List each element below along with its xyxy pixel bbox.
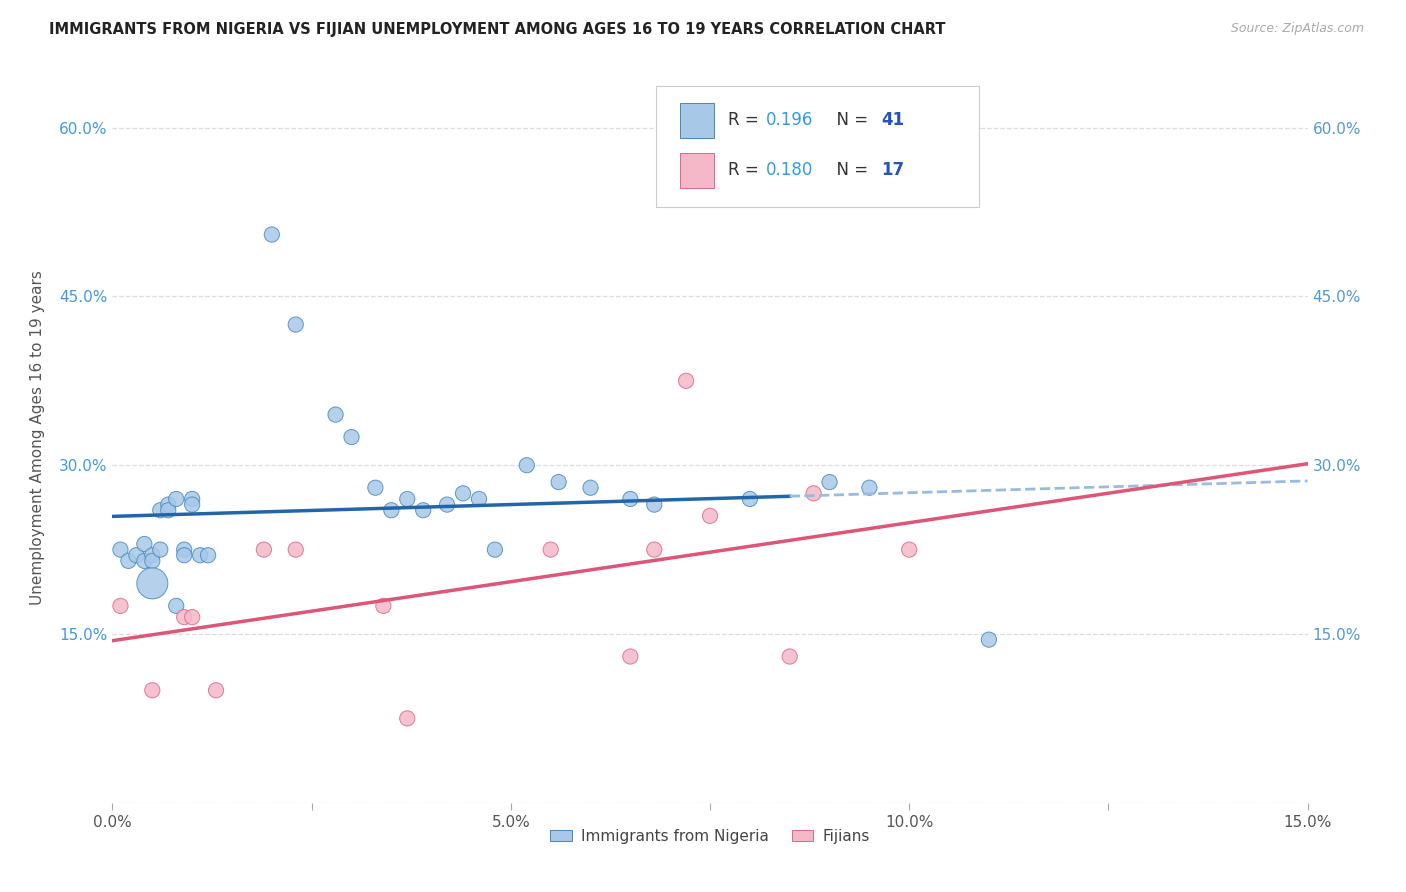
Point <box>197 548 219 562</box>
Y-axis label: Unemployment Among Ages 16 to 19 years: Unemployment Among Ages 16 to 19 years <box>31 269 45 605</box>
Point <box>141 683 163 698</box>
Bar <box>681 153 714 187</box>
Text: N =: N = <box>825 161 873 179</box>
Point <box>579 481 602 495</box>
Point <box>325 408 347 422</box>
Point <box>181 491 204 506</box>
Point <box>396 711 419 725</box>
Point <box>779 649 801 664</box>
Point <box>125 548 148 562</box>
Text: 0.180: 0.180 <box>766 161 814 179</box>
Text: 41: 41 <box>882 112 904 129</box>
Point <box>134 537 156 551</box>
Point <box>173 542 195 557</box>
Point <box>516 458 538 473</box>
Point <box>141 576 163 591</box>
Point <box>165 599 187 613</box>
Point <box>110 542 132 557</box>
Point <box>380 503 402 517</box>
Point <box>619 649 641 664</box>
Text: IMMIGRANTS FROM NIGERIA VS FIJIAN UNEMPLOYMENT AMONG AGES 16 TO 19 YEARS CORRELA: IMMIGRANTS FROM NIGERIA VS FIJIAN UNEMPL… <box>49 22 946 37</box>
Point <box>619 491 641 506</box>
Point <box>181 498 204 512</box>
Point <box>699 508 721 523</box>
Legend: Immigrants from Nigeria, Fijians: Immigrants from Nigeria, Fijians <box>544 822 876 850</box>
Point <box>977 632 1000 647</box>
Point <box>149 542 172 557</box>
Point <box>173 548 195 562</box>
Point <box>675 374 697 388</box>
Point <box>181 610 204 624</box>
Bar <box>681 103 714 138</box>
FancyBboxPatch shape <box>657 86 979 207</box>
Point <box>540 542 562 557</box>
Point <box>141 548 163 562</box>
Point <box>547 475 569 489</box>
Text: N =: N = <box>825 112 873 129</box>
Point <box>117 554 139 568</box>
Point <box>484 542 506 557</box>
Point <box>412 503 434 517</box>
Point <box>396 491 419 506</box>
Point <box>157 498 180 512</box>
Point <box>858 481 880 495</box>
Point <box>898 542 921 557</box>
Point <box>436 498 458 512</box>
Text: 17: 17 <box>882 161 904 179</box>
Point <box>149 503 172 517</box>
Point <box>284 542 307 557</box>
Point <box>468 491 491 506</box>
Text: R =: R = <box>728 112 763 129</box>
Point <box>188 548 211 562</box>
Point <box>643 542 665 557</box>
Point <box>173 610 195 624</box>
Point <box>818 475 841 489</box>
Point <box>284 318 307 332</box>
Text: 0.196: 0.196 <box>766 112 814 129</box>
Point <box>643 498 665 512</box>
Point <box>141 554 163 568</box>
Point <box>157 503 180 517</box>
Point <box>373 599 395 613</box>
Point <box>738 491 761 506</box>
Text: R =: R = <box>728 161 763 179</box>
Point <box>253 542 276 557</box>
Point <box>110 599 132 613</box>
Text: Source: ZipAtlas.com: Source: ZipAtlas.com <box>1230 22 1364 36</box>
Point <box>205 683 228 698</box>
Point <box>165 491 187 506</box>
Point <box>340 430 363 444</box>
Point <box>451 486 474 500</box>
Point <box>134 554 156 568</box>
Point <box>803 486 825 500</box>
Point <box>364 481 387 495</box>
Point <box>260 227 283 242</box>
